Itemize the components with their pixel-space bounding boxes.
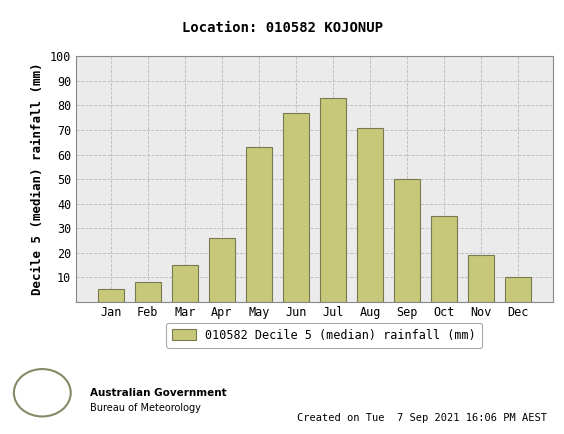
Text: Bureau of Meteorology: Bureau of Meteorology	[90, 403, 201, 413]
Y-axis label: Decile 5 (median) rainfall (mm): Decile 5 (median) rainfall (mm)	[32, 63, 45, 295]
Bar	[135, 282, 161, 302]
Legend: 010582 Decile 5 (median) rainfall (mm): 010582 Decile 5 (median) rainfall (mm)	[166, 323, 482, 348]
Bar	[431, 216, 457, 302]
Bar	[320, 98, 346, 302]
Bar	[246, 147, 272, 302]
Bar	[505, 277, 531, 302]
Bar	[394, 179, 420, 302]
Text: Created on Tue  7 Sep 2021 16:06 PM AEST: Created on Tue 7 Sep 2021 16:06 PM AEST	[297, 413, 547, 423]
Text: Australian Government: Australian Government	[90, 388, 227, 398]
Bar	[357, 128, 383, 302]
Bar	[172, 265, 198, 302]
Text: Location: 010582 KOJONUP: Location: 010582 KOJONUP	[182, 21, 382, 35]
Bar	[283, 113, 309, 302]
Bar	[98, 289, 124, 302]
Bar	[209, 238, 235, 302]
Bar	[468, 255, 494, 302]
X-axis label: Month: Month	[296, 325, 333, 338]
